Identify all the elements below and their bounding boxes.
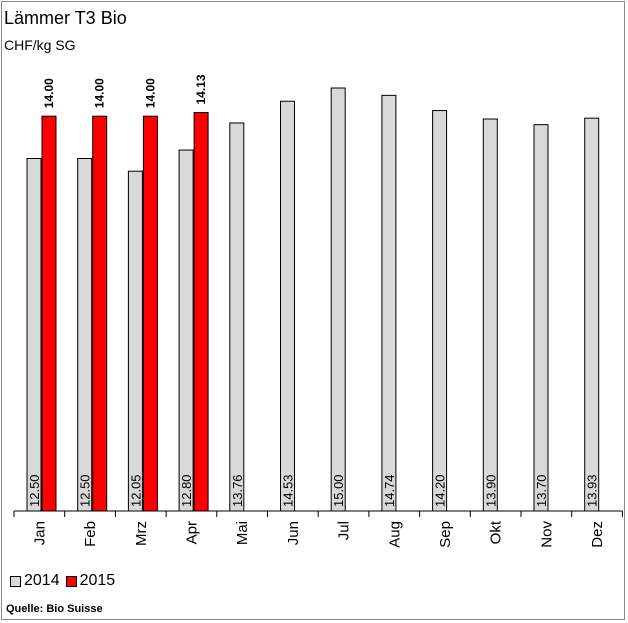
bar-label-2015-Jan: 14.00: [42, 78, 56, 108]
bar-2014-Sep: [432, 110, 448, 512]
category-label-Jun: Jun: [285, 521, 302, 545]
category-label-Aug: Aug: [386, 521, 403, 548]
category-label-Jan: Jan: [31, 521, 48, 545]
bar-2014-Jun: [280, 100, 295, 512]
legend: 2014 2015: [4, 572, 119, 590]
category-label-Mai: Mai: [234, 521, 251, 545]
bar-2014-Dez: [584, 117, 600, 512]
bar-2014-Jan: [26, 158, 42, 512]
bar-label-2014-Jun: 14.53: [281, 474, 296, 507]
category-label-Okt: Okt: [488, 520, 505, 544]
bar-label-2014-Apr: 12.80: [179, 474, 194, 507]
category-label-Sep: Sep: [437, 521, 454, 548]
bar-2014-Apr: [178, 149, 194, 512]
category-label-Jul: Jul: [336, 521, 353, 540]
legend-item-2014: 2014: [4, 572, 60, 590]
legend-swatch-2015: [65, 575, 77, 587]
bar-label-2015-Mrz: 14.00: [143, 78, 157, 108]
bar-label-2014-Aug: 14.74: [382, 474, 397, 507]
bar-label-2014-Dez: 13.93: [585, 474, 600, 507]
bar-label-2014-Feb: 12.50: [78, 474, 93, 507]
bar-2014-Nov: [533, 124, 549, 512]
category-label-Apr: Apr: [183, 521, 200, 544]
bar-label-2014-Jul: 15.00: [331, 474, 346, 507]
category-label-Dez: Dez: [589, 521, 606, 548]
bar-label-2015-Apr: 14.13: [194, 74, 208, 104]
bar-2015-Jan: [41, 115, 57, 512]
bar-2014-Mai: [229, 122, 245, 512]
bar-label-2014-Okt: 13.90: [483, 474, 498, 507]
legend-label-2014: 2014: [24, 572, 60, 589]
bar-label-2014-Nov: 13.70: [534, 474, 549, 507]
bar-2014-Aug: [381, 94, 397, 512]
bar-2014-Mrz: [127, 170, 143, 512]
bar-label-2014-Jan: 12.50: [27, 474, 42, 507]
chart-unit-label: CHF/kg SG: [4, 37, 76, 53]
bar-2015-Mrz: [142, 115, 158, 512]
bar-2014-Jul: [330, 87, 346, 512]
bar-label-2014-Mai: 13.76: [230, 474, 245, 507]
category-label-Feb: Feb: [82, 521, 99, 547]
bar-label-2014-Mrz: 12.05: [128, 474, 143, 507]
source-note: Quelle: Bio Suisse: [6, 603, 103, 615]
legend-swatch-2014: [10, 575, 21, 587]
bar-2014-Okt: [482, 118, 498, 512]
bar-label-2015-Feb: 14.00: [93, 78, 107, 108]
bar-2015-Apr: [193, 112, 209, 512]
category-label-Nov: Nov: [538, 521, 555, 548]
legend-item-2015: 2015: [64, 572, 116, 590]
bar-2014-Feb: [77, 158, 93, 512]
legend-label-2015: 2015: [79, 572, 116, 589]
category-label-Mrz: Mrz: [133, 521, 150, 546]
bar-2015-Feb: [92, 115, 108, 512]
chart-title: Lämmer T3 Bio: [4, 8, 127, 28]
bar-label-2014-Sep: 14.20: [433, 474, 448, 507]
